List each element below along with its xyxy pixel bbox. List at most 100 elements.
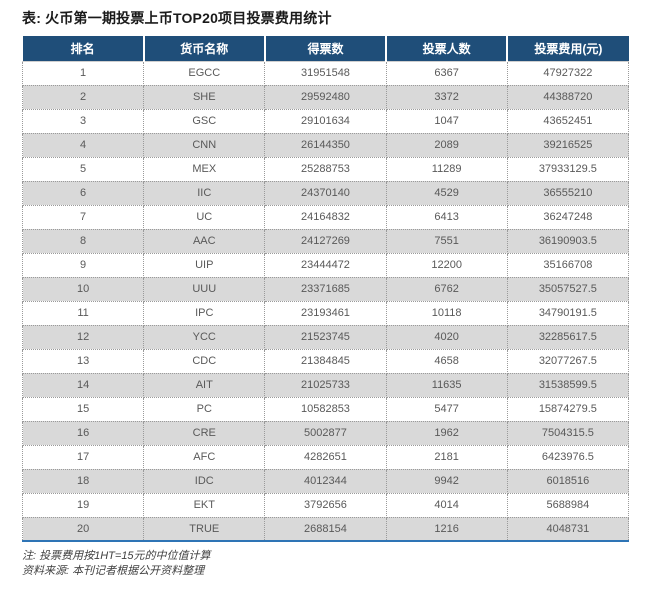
table-cell: 11635: [385, 372, 508, 398]
table-cell: 4658: [385, 348, 508, 374]
table-cell: 32077267.5: [506, 348, 630, 374]
table-cell: 4014: [385, 492, 508, 518]
table-cell: 2089: [385, 132, 508, 158]
table-cell: 3792656: [264, 492, 387, 518]
table-cell: EGCC: [143, 60, 266, 86]
table-row: 7 UC 24164832 6413 36247248: [21, 204, 630, 230]
column-header: 排名: [22, 36, 144, 62]
table-cell: EKT: [143, 492, 266, 518]
table-cell: 36555210: [506, 180, 630, 206]
voting-stats-table: 排名 货币名称 得票数 投票人数 投票费用(元) 1 EGCC 31951548 6367 47…: [21, 36, 630, 542]
table-cell: 36190903.5: [506, 228, 630, 254]
table-row: 14 AIT 21025733 11635 31538599.5: [21, 372, 630, 398]
table-cell: 5002877: [264, 420, 387, 446]
table-cell: 14: [21, 372, 145, 398]
table-cell: 15: [21, 396, 145, 422]
footnote-calculation: 注: 投票费用按1HT=15元的中位值计算: [22, 550, 211, 562]
table-cell: 34790191.5: [506, 300, 630, 326]
table-cell: 8: [21, 228, 145, 254]
table-cell: 7504315.5: [506, 420, 630, 446]
table-cell: 4282651: [264, 444, 387, 470]
table-cell: 11: [21, 300, 145, 326]
table-cell: 23193461: [264, 300, 387, 326]
table-cell: 6762: [385, 276, 508, 302]
table-cell: CDC: [143, 348, 266, 374]
table-cell: 21384845: [264, 348, 387, 374]
table-cell: 19: [21, 492, 145, 518]
column-header: 投票费用(元): [506, 36, 629, 62]
table-cell: 23371685: [264, 276, 387, 302]
table-body: 1 EGCC 31951548 6367 47927322 2 SHE 29592480 337…: [21, 60, 630, 541]
table-cell: 31951548: [264, 60, 387, 86]
table-cell: 1047: [385, 108, 508, 134]
footnotes: 注: 投票费用按1HT=15元的中位值计算 资料来源: 本刊记者根据公开资料整理: [22, 549, 629, 579]
page-title: 表: 火币第一期投票上币TOP20项目投票费用统计: [22, 10, 332, 26]
table-row: 10 UUU 23371685 6762 35057527.5: [21, 276, 630, 302]
table-row: 2 SHE 29592480 3372 44388720: [21, 84, 630, 110]
table-cell: 1962: [385, 420, 508, 446]
table-cell: YCC: [143, 324, 266, 350]
table-cell: 4: [21, 132, 145, 158]
table-cell: PC: [143, 396, 266, 422]
table-cell: 44388720: [506, 84, 630, 110]
table-row: 6 IIC 24370140 4529 36555210: [21, 180, 630, 206]
table-cell: 10118: [385, 300, 508, 326]
table-row: 5 MEX 25288753 11289 37933129.5: [21, 156, 630, 182]
table-row: 1 EGCC 31951548 6367 47927322: [21, 60, 630, 86]
table-row: 4 CNN 26144350 2089 39216525: [21, 132, 630, 158]
table-row: 9 UIP 23444472 12200 35166708: [21, 252, 630, 278]
table-cell: 3: [21, 108, 145, 134]
table-cell: 12200: [385, 252, 508, 278]
table-cell: 37933129.5: [506, 156, 630, 182]
table-cell: 47927322: [506, 60, 630, 86]
table-cell: 20: [21, 516, 145, 541]
table-cell: 24127269: [264, 228, 387, 254]
table-cell: 3372: [385, 84, 508, 110]
table-cell: 18: [21, 468, 145, 494]
table-cell: 24164832: [264, 204, 387, 230]
table-row: 18 IDC 4012344 9942 6018516: [21, 468, 630, 494]
column-header: 得票数: [263, 36, 387, 62]
table-cell: 1: [21, 60, 145, 86]
footnote-source: 资料来源: 本刊记者根据公开资料整理: [22, 565, 205, 577]
table-cell: 21523745: [264, 324, 387, 350]
table-cell: CNN: [143, 132, 266, 158]
table-row: 19 EKT 3792656 4014 5688984: [21, 492, 630, 518]
table-cell: GSC: [143, 108, 266, 134]
table-cell: UUU: [143, 276, 266, 302]
table-cell: 16: [21, 420, 145, 446]
table-cell: 2688154: [264, 516, 387, 541]
table-cell: 10582853: [264, 396, 387, 422]
table-cell: 7: [21, 204, 145, 230]
table-cell: 2: [21, 84, 145, 110]
table-cell: 4529: [385, 180, 508, 206]
table-cell: 15874279.5: [506, 396, 630, 422]
column-header: 投票人数: [385, 36, 508, 62]
table-header: 排名 货币名称 得票数 投票人数 投票费用(元): [22, 36, 629, 62]
table-cell: IPC: [143, 300, 266, 326]
table-cell: 4020: [385, 324, 508, 350]
table-cell: 6: [21, 180, 145, 206]
table-cell: UIP: [143, 252, 266, 278]
table-cell: MEX: [143, 156, 266, 182]
table-cell: 4048731: [506, 516, 630, 541]
table-row: 8 AAC 24127269 7551 36190903.5: [21, 228, 630, 254]
table-cell: 9: [21, 252, 145, 278]
table-cell: 31538599.5: [506, 372, 630, 398]
table-cell: IIC: [143, 180, 266, 206]
table-row: 13 CDC 21384845 4658 32077267.5: [21, 348, 630, 374]
table-row: 11 IPC 23193461 10118 34790191.5: [21, 300, 630, 326]
table-cell: 7551: [385, 228, 508, 254]
table-cell: 35057527.5: [506, 276, 630, 302]
table-cell: UC: [143, 204, 266, 230]
table-cell: 12: [21, 324, 145, 350]
table-cell: 11289: [385, 156, 508, 182]
table-cell: 4012344: [264, 468, 387, 494]
table-cell: 17: [21, 444, 145, 470]
table-cell: 5477: [385, 396, 508, 422]
table-cell: 43652451: [506, 108, 630, 134]
table-cell: 13: [21, 348, 145, 374]
table-cell: 25288753: [264, 156, 387, 182]
table-cell: 6367: [385, 60, 508, 86]
